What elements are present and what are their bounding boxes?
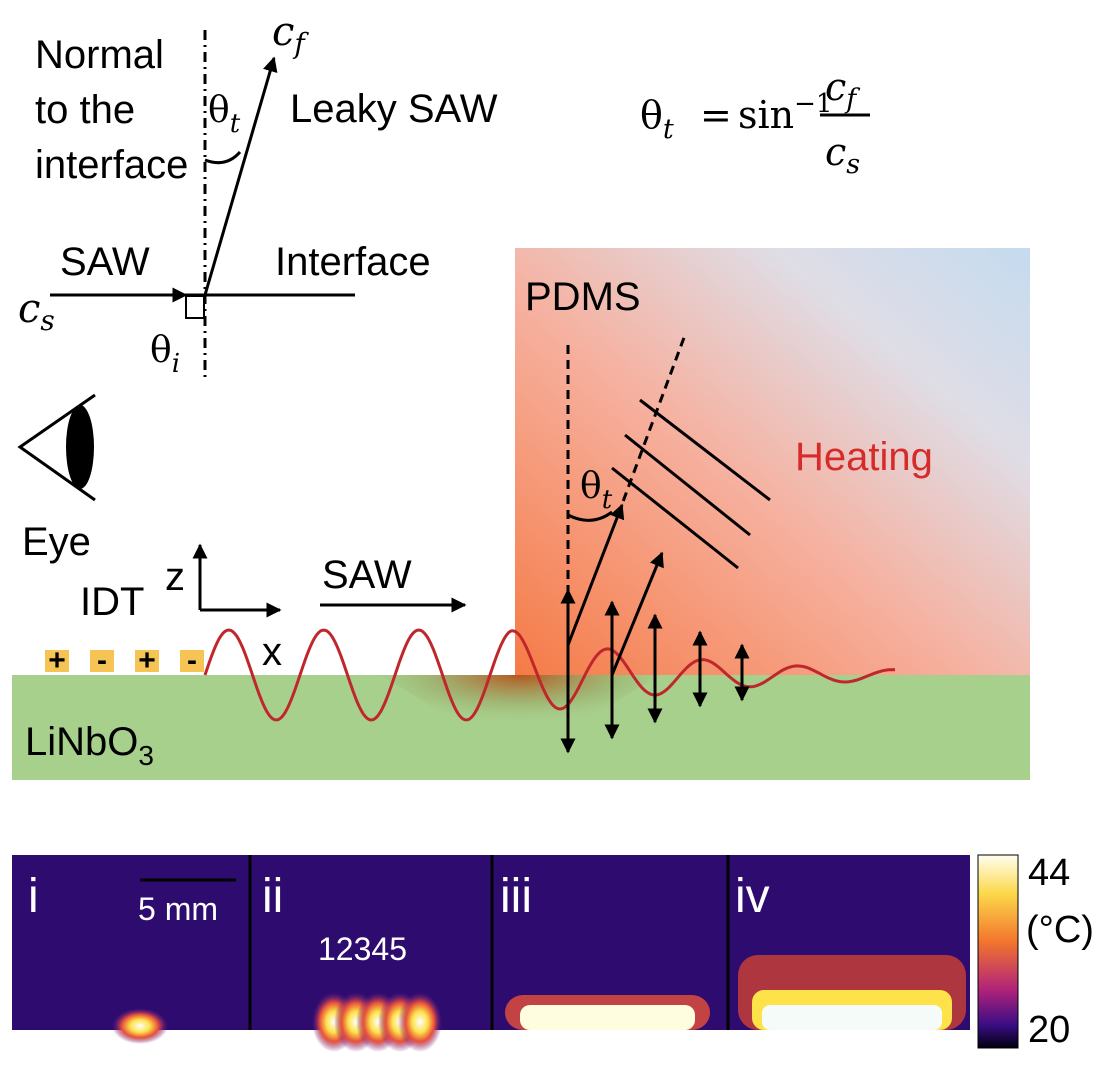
electrode-sign: + <box>138 644 156 677</box>
electrode <box>135 650 159 672</box>
colorbar <box>977 854 1019 1049</box>
electrode-sign: - <box>97 644 107 677</box>
interface-label: Interface <box>275 240 431 284</box>
electrode <box>180 650 204 672</box>
pdms-block <box>515 248 1030 680</box>
wavefront <box>611 466 739 570</box>
panel-label: i <box>28 870 39 923</box>
electrodes: + - + - <box>45 644 204 677</box>
vibration-arrows <box>560 588 750 754</box>
idt-label: IDT <box>80 580 144 624</box>
substrate-label: LiNbO3 <box>25 720 154 771</box>
pdms-label: PDMS <box>525 275 641 319</box>
leaky-saw: Leaky SAW <box>290 87 498 131</box>
cf: cf <box>272 9 309 60</box>
electrode <box>45 650 69 672</box>
hot-spots <box>312 992 442 1052</box>
inset: Normal to the interface cf θt Leaky SAW … <box>18 9 498 380</box>
x-label: x <box>262 630 282 674</box>
radiation-arrow <box>610 551 664 676</box>
theta-t: θt <box>208 90 241 139</box>
formula: θt = sin−1 cf cs <box>640 65 870 180</box>
panel-label: iv <box>735 870 770 923</box>
z-label: z <box>165 555 185 599</box>
colorbar-min: 20 <box>1028 1009 1070 1051</box>
wavefront <box>639 398 771 502</box>
hot-core <box>520 1005 695 1030</box>
normal-label: to the <box>35 88 135 132</box>
colorbar-max: 44 <box>1028 852 1070 894</box>
formula-lhs: θt <box>640 93 674 145</box>
cs: cs <box>18 286 55 337</box>
panel-label: ii <box>262 870 283 923</box>
formula-den: cs <box>825 130 860 180</box>
saw-label: SAW <box>60 240 150 284</box>
electrode-sign: - <box>187 644 197 677</box>
formula-num: cf <box>825 65 860 115</box>
wave <box>203 628 896 722</box>
hot-core <box>762 1005 942 1030</box>
theta-t: θt <box>580 466 613 515</box>
theta-i: θi <box>150 330 180 379</box>
leaky-arrow <box>203 56 278 296</box>
wavefront <box>624 433 751 537</box>
leaky-direction <box>616 334 687 516</box>
eye-pupil <box>66 405 94 489</box>
radiation-arrow <box>566 503 625 646</box>
panel-label: iii <box>500 870 532 923</box>
eye-outline <box>17 393 96 502</box>
colorbar-unit: (°C) <box>1026 909 1094 951</box>
angle-arc <box>204 150 242 165</box>
formula-eq: = <box>700 93 732 137</box>
electrode <box>90 650 114 672</box>
normal-label: Normal <box>35 33 164 77</box>
electrode-sign: + <box>48 644 66 677</box>
angle-arc <box>567 510 613 522</box>
eye-label: Eye <box>22 520 91 564</box>
hot-spot <box>112 1008 168 1044</box>
normal-label: interface <box>35 143 188 187</box>
saw-label: SAW <box>322 553 412 597</box>
electrode-numbers: 12345 <box>318 931 407 967</box>
formula-fn: sin−1 <box>738 89 832 137</box>
scale-bar-label: 5 mm <box>138 891 218 927</box>
thermal-images: i ii iii iv 5 mm 12345 44 (°C) 20 <box>12 852 1094 1052</box>
right-angle <box>185 295 205 319</box>
device: PDMS Heating Eye IDT + - + - z x SAW LiNbO3… <box>12 248 1030 780</box>
heating-label: Heating <box>795 435 933 479</box>
